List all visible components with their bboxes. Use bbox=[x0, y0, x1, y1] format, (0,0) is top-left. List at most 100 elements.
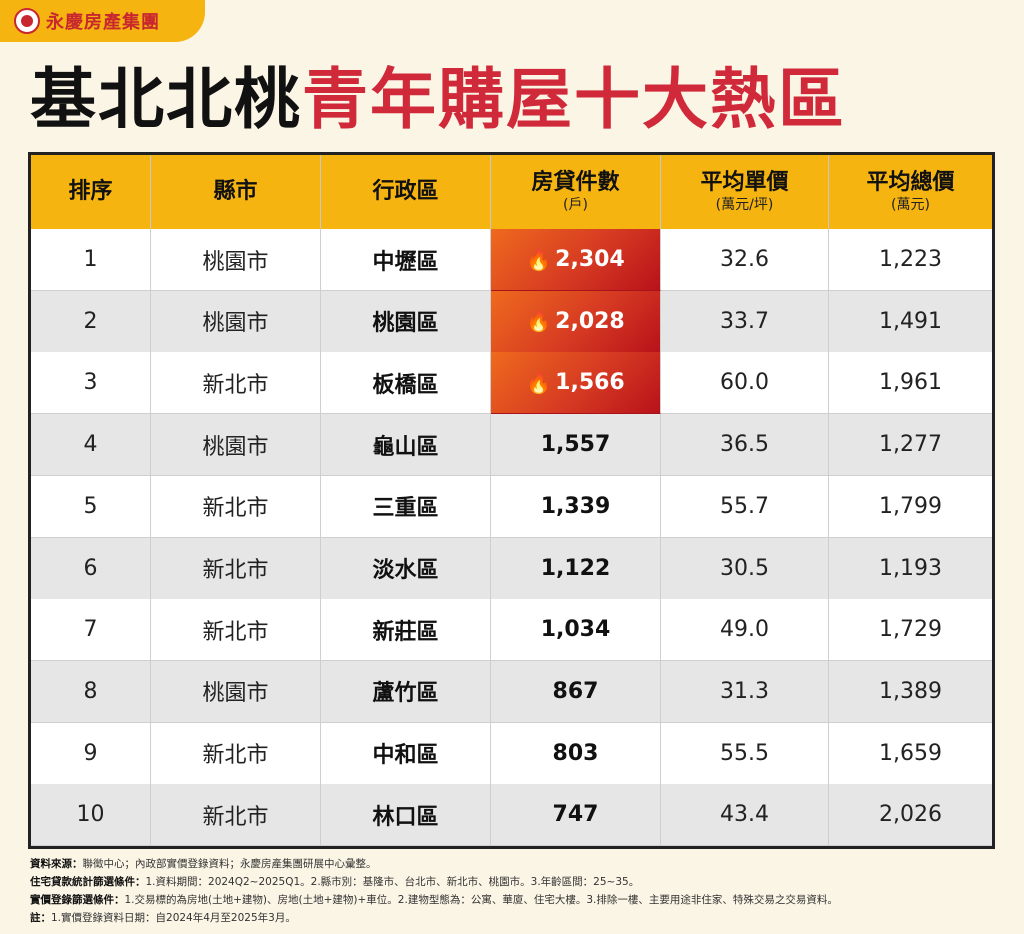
header-label: 房貸件數 bbox=[531, 170, 620, 195]
district-value: 新莊區 bbox=[372, 619, 439, 645]
loan-count-value: 867 bbox=[552, 678, 599, 704]
city-value: 新北市 bbox=[202, 619, 269, 645]
title-topic: 青年購屋十大熱區 bbox=[302, 61, 846, 138]
unit-price-value: 60.0 bbox=[720, 370, 769, 396]
header-label: 縣市 bbox=[213, 179, 258, 204]
district-value: 板橋區 bbox=[372, 372, 439, 398]
loan-count-value: 1,557 bbox=[540, 432, 611, 458]
rank-value: 5 bbox=[83, 493, 98, 519]
city-value: 新北市 bbox=[202, 804, 269, 830]
table-row: 2 桃園市 桃園區 🔥 2,028 33.7 1,491 bbox=[31, 290, 992, 353]
total-price-value: 2,026 bbox=[879, 802, 942, 828]
city-cell: 新北市 bbox=[151, 537, 321, 600]
district-cell: 三重區 bbox=[321, 475, 491, 538]
city-value: 桃園市 bbox=[202, 434, 269, 460]
city-cell: 桃園市 bbox=[151, 414, 321, 477]
total-price-value: 1,659 bbox=[879, 740, 942, 766]
header-label: 排序 bbox=[68, 179, 113, 204]
total-price-cell: 1,223 bbox=[829, 229, 992, 291]
unit-price-cell: 36.5 bbox=[661, 414, 829, 477]
header-unit-price: 平均單價 (萬元/坪) bbox=[661, 155, 829, 229]
city-cell: 新北市 bbox=[151, 352, 321, 415]
rank-cell: 2 bbox=[31, 290, 151, 353]
footnote-text: 聯徵中心；內政部實價登錄資料；永慶房產集團研展中心彙整。 bbox=[82, 858, 377, 870]
unit-price-value: 43.4 bbox=[720, 802, 769, 828]
loan-count-cell: 🔥 2,028 bbox=[491, 290, 661, 353]
table-row: 5 新北市 三重區 1,339 55.7 1,799 bbox=[31, 475, 992, 538]
city-cell: 新北市 bbox=[151, 599, 321, 662]
rank-value: 10 bbox=[76, 802, 105, 828]
unit-price-value: 32.6 bbox=[720, 247, 769, 272]
yungching-logo-icon bbox=[14, 8, 40, 34]
loan-count-value: 1,339 bbox=[540, 493, 611, 519]
district-cell: 龜山區 bbox=[321, 414, 491, 477]
total-price-value: 1,729 bbox=[879, 617, 942, 643]
ranking-table: 排序 縣市 行政區 房貸件數 (戶) 平均單價 (萬元/坪) 平均總價 (萬元) 1 桃園市 中壢區 🔥… bbox=[28, 152, 995, 849]
footnote-label: 實價登錄篩選條件： bbox=[30, 894, 125, 906]
total-price-cell: 2,026 bbox=[829, 784, 992, 847]
rank-cell: 7 bbox=[31, 599, 151, 662]
flame-icon: 🔥 bbox=[526, 370, 552, 395]
district-value: 中和區 bbox=[372, 743, 439, 769]
district-value: 三重區 bbox=[372, 496, 439, 522]
footnote-text: 1.資料期間：2024Q2~2025Q1。2.縣市別：基隆市、台北市、新北市、桃… bbox=[145, 876, 640, 888]
city-value: 桃園市 bbox=[202, 311, 269, 337]
district-value: 林口區 bbox=[372, 804, 439, 830]
district-cell: 板橋區 bbox=[321, 352, 491, 415]
district-value: 龜山區 bbox=[372, 434, 439, 460]
loan-count-value: 803 bbox=[552, 740, 599, 766]
loan-count-value: 1,566 bbox=[555, 370, 625, 396]
table-grid: 排序 縣市 行政區 房貸件數 (戶) 平均單價 (萬元/坪) 平均總價 (萬元) 1 桃園市 中壢區 🔥… bbox=[31, 155, 992, 847]
rank-cell: 10 bbox=[31, 784, 151, 847]
unit-price-cell: 43.4 bbox=[661, 784, 829, 847]
header-unit: (萬元/坪) bbox=[715, 197, 774, 213]
header-total-price: 平均總價 (萬元) bbox=[829, 155, 992, 229]
footnote-line: 資料來源：聯徵中心；內政部實價登錄資料；永慶房產集團研展中心彙整。 bbox=[30, 855, 1010, 873]
loan-count-value: 1,122 bbox=[540, 555, 611, 581]
loan-count-cell: 🔥 1,566 bbox=[491, 352, 661, 415]
flame-icon: 🔥 bbox=[526, 309, 552, 334]
district-cell: 桃園區 bbox=[321, 290, 491, 353]
city-value: 新北市 bbox=[202, 558, 269, 583]
unit-price-cell: 33.7 bbox=[661, 290, 829, 353]
table-row: 6 新北市 淡水區 1,122 30.5 1,193 bbox=[31, 537, 992, 600]
header-district: 行政區 bbox=[321, 155, 491, 229]
loan-count-value: 2,028 bbox=[555, 308, 625, 334]
footnote-label: 註： bbox=[30, 912, 51, 924]
total-price-value: 1,223 bbox=[879, 247, 942, 272]
unit-price-cell: 30.5 bbox=[661, 537, 829, 600]
district-cell: 中和區 bbox=[321, 722, 491, 785]
total-price-value: 1,193 bbox=[879, 555, 942, 581]
total-price-cell: 1,961 bbox=[829, 352, 992, 415]
total-price-cell: 1,659 bbox=[829, 723, 992, 785]
loan-count-cell: 747 bbox=[491, 784, 661, 847]
table-row: 9 新北市 中和區 803 55.5 1,659 bbox=[31, 722, 992, 785]
rank-cell: 3 bbox=[31, 352, 151, 415]
total-price-cell: 1,389 bbox=[829, 661, 992, 723]
loan-count-cell: 1,557 bbox=[491, 414, 661, 477]
header-unit: (戶) bbox=[563, 197, 588, 213]
total-price-cell: 1,193 bbox=[829, 538, 992, 600]
district-cell: 林口區 bbox=[321, 784, 491, 847]
rank-cell: 1 bbox=[31, 229, 151, 291]
table-row: 10 新北市 林口區 747 43.4 2,026 bbox=[31, 784, 992, 847]
city-cell: 桃園市 bbox=[151, 290, 321, 353]
rank-value: 7 bbox=[83, 617, 98, 643]
city-cell: 桃園市 bbox=[151, 660, 321, 723]
district-cell: 蘆竹區 bbox=[321, 660, 491, 723]
brand-name: 永慶房產集團 bbox=[46, 12, 160, 33]
rank-cell: 4 bbox=[31, 414, 151, 477]
unit-price-value: 36.5 bbox=[720, 432, 769, 458]
district-cell: 新莊區 bbox=[321, 599, 491, 662]
footnotes: 資料來源：聯徵中心；內政部實價登錄資料；永慶房產集團研展中心彙整。 住宅貸款統計篩… bbox=[30, 855, 1010, 927]
total-price-value: 1,277 bbox=[879, 432, 942, 458]
footnote-text: 1.實價登錄資料日期：自2024年4月至2025年3月。 bbox=[51, 912, 296, 924]
table-row: 4 桃園市 龜山區 1,557 36.5 1,277 bbox=[31, 414, 992, 477]
unit-price-cell: 32.6 bbox=[661, 229, 829, 291]
total-price-cell: 1,277 bbox=[829, 414, 992, 477]
rank-cell: 5 bbox=[31, 475, 151, 538]
total-price-value: 1,389 bbox=[879, 678, 942, 704]
city-cell: 新北市 bbox=[151, 784, 321, 847]
loan-count-cell: 1,339 bbox=[491, 475, 661, 538]
rank-value: 3 bbox=[83, 370, 98, 396]
